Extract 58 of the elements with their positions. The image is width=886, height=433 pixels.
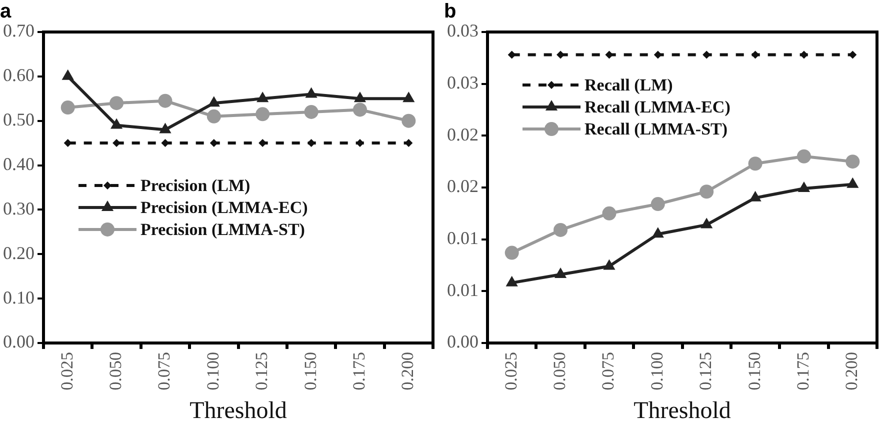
x-tick-label: 0.125	[252, 352, 272, 390]
y-tick-label: 0.03	[447, 72, 478, 93]
x-tick-label: 0.025	[57, 352, 76, 390]
y-tick-label: 0.00	[447, 332, 478, 352]
x-tick-label: 0.050	[550, 352, 569, 390]
point	[749, 190, 762, 202]
point	[650, 197, 665, 212]
y-tick-label: 0.30	[3, 198, 34, 218]
y-tick-label: 0.20	[3, 242, 34, 263]
x-axis-title: Threshold	[190, 398, 287, 424]
x-tick-label: 0.025	[501, 352, 520, 390]
y-tick-label: 0.50	[3, 110, 34, 130]
y-tick-label: 0.02	[447, 176, 478, 196]
point	[652, 227, 664, 238]
x-tick-label: 0.175	[793, 352, 812, 390]
x-tick-label: 0.100	[203, 352, 222, 390]
y-tick-label: 0.40	[3, 154, 34, 174]
chart-title: b	[444, 0, 456, 23]
chart-title: a	[0, 0, 12, 23]
x-tick-label: 0.075	[154, 352, 174, 390]
x-tick-label: 0.125	[696, 352, 716, 390]
legend-label: Precision (LMMA-EC)	[140, 198, 308, 217]
point	[748, 156, 762, 171]
legend-label: Recall (LMMA-ST)	[584, 119, 728, 138]
y-tick-label: 0.03	[447, 20, 478, 41]
point	[846, 177, 859, 188]
point	[798, 182, 810, 192]
y-tick-label: 0.70	[3, 20, 34, 41]
legend-label: Recall (LM)	[584, 75, 673, 94]
legend-label: Recall (LMMA-EC)	[584, 97, 730, 116]
point	[654, 50, 662, 59]
point	[506, 276, 518, 286]
point	[554, 268, 567, 278]
y-tick-label: 0.01	[447, 280, 478, 300]
point	[846, 154, 860, 169]
x-tick-label: 0.075	[598, 352, 618, 390]
point	[700, 218, 713, 228]
legend-label: Precision (LMMA-ST)	[140, 220, 305, 239]
point	[796, 149, 811, 164]
point	[554, 222, 568, 237]
x-tick-label: 0.175	[349, 352, 368, 390]
x-tick-label: 0.150	[300, 352, 320, 390]
x-tick-label: 0.200	[398, 352, 418, 390]
y-tick-label: 0.10	[3, 287, 34, 308]
point	[603, 259, 616, 270]
x-tick-label: 0.100	[647, 352, 666, 390]
y-tick-label: 0.00	[3, 332, 34, 352]
y-tick-label: 0.60	[3, 65, 34, 86]
point	[700, 184, 714, 199]
y-tick-label: 0.01	[447, 228, 478, 248]
point	[602, 206, 616, 220]
x-tick-label: 0.200	[842, 352, 862, 390]
y-tick-label: 0.02	[447, 124, 478, 144]
x-axis-title: Threshold	[634, 398, 731, 424]
legend-label: Precision (LM)	[140, 176, 250, 195]
point	[504, 246, 519, 260]
x-tick-label: 0.150	[744, 352, 764, 390]
x-tick-label: 0.050	[106, 352, 125, 390]
